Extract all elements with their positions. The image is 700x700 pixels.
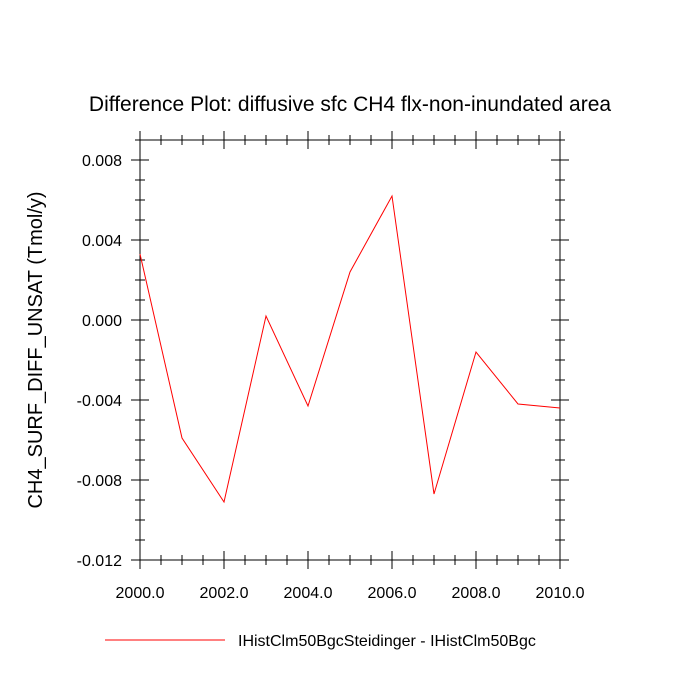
plot-frame [139, 139, 561, 561]
y-tick-label: 0.000 [82, 313, 122, 330]
axis-ticks [131, 131, 569, 569]
x-tick-label: 2008.0 [452, 585, 501, 602]
series-line [139, 194, 561, 504]
y-tick-label: -0.008 [77, 473, 122, 490]
y-tick-label: -0.004 [77, 393, 122, 410]
x-tick-label: 2004.0 [284, 585, 333, 602]
x-tick-label: 2010.0 [536, 585, 585, 602]
y-axis-label: CH4_SURF_DIFF_UNSAT (Tmol/y) [25, 191, 47, 508]
x-tick-label: 2006.0 [368, 585, 417, 602]
y-tick-label: 0.008 [82, 153, 122, 170]
y-tick-label: 0.004 [82, 233, 122, 250]
series-layer [139, 194, 561, 504]
x-tick-label: 2000.0 [116, 585, 165, 602]
legend-label: IHistClm50BgcSteidinger - IHistClm50Bgc [238, 633, 536, 650]
y-tick-label: -0.012 [77, 553, 122, 570]
chart-title: Difference Plot: diffusive sfc CH4 flx-n… [89, 93, 611, 116]
axis-tick-labels: 2000.0 2002.0 2004.0 2006.0 2008.0 2010.0 -0.0… [77, 153, 585, 602]
x-tick-label: 2002.0 [200, 585, 249, 602]
